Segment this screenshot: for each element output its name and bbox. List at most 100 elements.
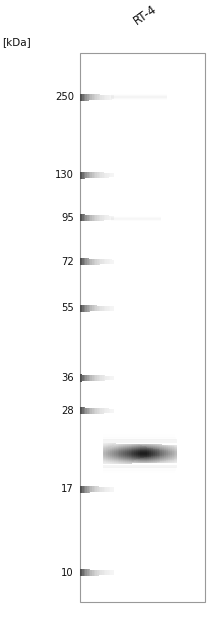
Bar xyxy=(97,259,99,265)
Bar xyxy=(87,172,89,179)
Bar xyxy=(103,465,177,468)
Bar xyxy=(110,259,112,264)
Bar xyxy=(87,486,89,493)
Bar xyxy=(95,94,97,100)
Bar xyxy=(103,424,172,428)
Bar xyxy=(104,570,105,575)
Bar xyxy=(97,215,99,221)
Bar xyxy=(92,486,94,492)
Bar xyxy=(109,216,110,220)
Bar xyxy=(95,408,97,414)
Bar xyxy=(84,172,85,179)
Bar xyxy=(103,432,174,435)
Bar xyxy=(85,569,87,576)
Bar xyxy=(99,215,100,221)
Bar xyxy=(110,409,112,413)
Bar xyxy=(89,215,90,221)
Bar xyxy=(94,375,95,381)
Bar xyxy=(103,477,173,481)
Bar xyxy=(110,95,112,100)
Bar xyxy=(112,306,114,311)
Bar xyxy=(94,172,95,178)
Bar xyxy=(94,570,95,575)
Bar xyxy=(109,173,110,177)
Bar xyxy=(89,486,90,492)
Bar xyxy=(87,94,89,100)
Bar xyxy=(110,570,112,575)
Bar xyxy=(103,436,176,440)
Bar xyxy=(99,375,100,381)
Bar xyxy=(85,172,87,179)
Bar xyxy=(97,306,99,311)
Bar xyxy=(105,306,107,311)
Bar xyxy=(107,487,109,492)
Bar xyxy=(92,408,94,414)
Bar xyxy=(80,172,82,179)
Bar xyxy=(100,259,102,265)
Bar xyxy=(84,215,85,221)
Bar xyxy=(105,172,107,177)
Bar xyxy=(87,569,89,576)
Bar xyxy=(99,570,100,575)
Text: 55: 55 xyxy=(61,303,74,313)
Bar xyxy=(99,408,100,414)
Bar xyxy=(99,172,100,178)
Bar xyxy=(82,486,84,493)
Bar xyxy=(85,305,87,312)
Bar xyxy=(90,305,92,311)
Bar xyxy=(110,306,112,311)
Bar xyxy=(105,487,107,492)
Bar xyxy=(103,482,171,485)
Bar xyxy=(97,408,99,414)
Bar xyxy=(103,422,171,425)
Bar xyxy=(103,439,177,443)
Bar xyxy=(92,570,94,576)
Bar xyxy=(85,94,87,100)
Bar xyxy=(89,94,90,100)
Bar xyxy=(97,487,99,492)
Text: [kDa]: [kDa] xyxy=(2,37,31,47)
Bar xyxy=(92,259,94,265)
Bar xyxy=(80,407,82,414)
Bar xyxy=(107,259,109,264)
Bar xyxy=(90,570,92,576)
Bar xyxy=(112,216,114,220)
Text: 72: 72 xyxy=(61,257,74,267)
Bar xyxy=(107,409,109,414)
Bar xyxy=(90,94,92,100)
Bar xyxy=(95,306,97,311)
Bar xyxy=(105,570,107,575)
Bar xyxy=(97,172,99,178)
Bar xyxy=(90,215,92,221)
Bar xyxy=(80,569,82,576)
Bar xyxy=(104,259,105,264)
Bar xyxy=(97,94,99,100)
Bar xyxy=(80,374,82,381)
Bar xyxy=(110,487,112,492)
Bar xyxy=(100,172,102,178)
Text: 130: 130 xyxy=(55,170,74,180)
Bar xyxy=(85,407,87,414)
Bar xyxy=(109,376,110,380)
Bar xyxy=(102,375,104,381)
Bar xyxy=(100,215,102,221)
Bar xyxy=(107,216,109,220)
Bar xyxy=(87,374,89,381)
Bar xyxy=(100,306,102,311)
Bar xyxy=(82,94,84,100)
Bar xyxy=(89,569,90,576)
Bar xyxy=(92,94,94,100)
Bar xyxy=(102,408,104,414)
Bar xyxy=(109,487,110,492)
Bar xyxy=(82,172,84,179)
Bar xyxy=(97,570,99,575)
Bar xyxy=(102,172,104,178)
Bar xyxy=(82,305,84,312)
Bar xyxy=(100,487,102,492)
Bar xyxy=(90,408,92,414)
Bar xyxy=(105,95,107,100)
Bar xyxy=(103,467,176,471)
Bar xyxy=(105,376,107,381)
Bar xyxy=(112,260,114,264)
Bar xyxy=(99,94,100,100)
